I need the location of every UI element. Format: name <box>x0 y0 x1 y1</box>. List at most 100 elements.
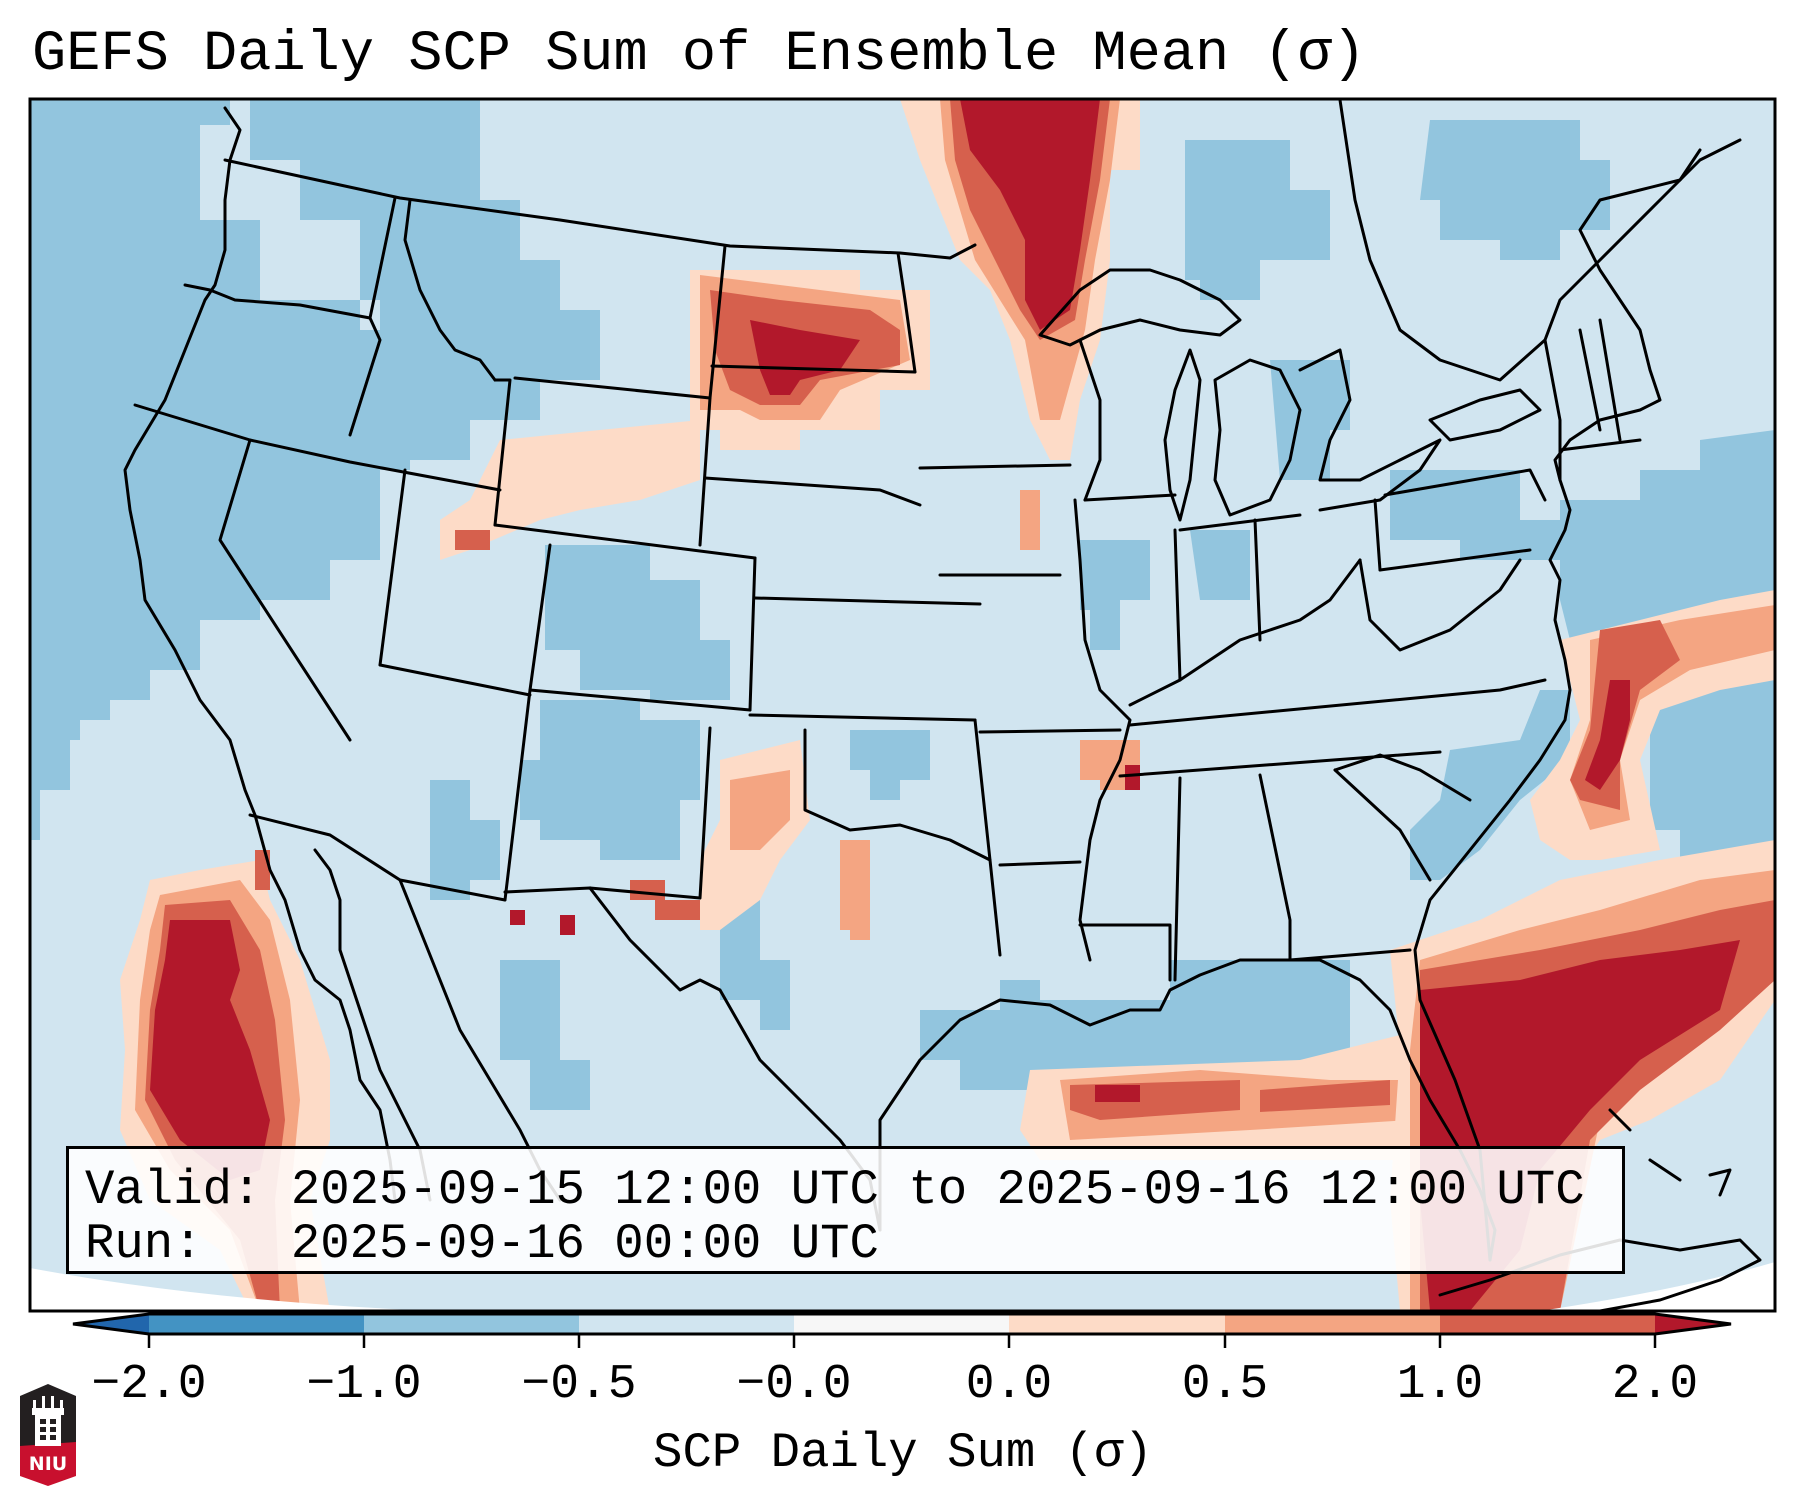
border-ca-nv <box>218 438 352 742</box>
border-vt-nh <box>1578 328 1602 432</box>
border-ms-al <box>1173 776 1182 982</box>
border-az-nm <box>503 688 532 902</box>
field-nm-positive-dark2 <box>655 900 700 920</box>
logo-text: NIU <box>29 1453 67 1475</box>
border-id-mt <box>403 198 497 382</box>
domain-edge-bottom-right <box>1540 1262 1775 1311</box>
border-pa-md <box>1378 548 1532 572</box>
field-pacific-negative <box>30 99 440 740</box>
border-ne-ks <box>753 596 982 606</box>
border-wa-id <box>368 196 397 320</box>
border-wi-mi <box>1078 338 1102 502</box>
border-ks-ok <box>748 713 977 722</box>
colorbar-bin <box>794 1314 1010 1334</box>
field-gulf-positive-strong-b <box>1260 1080 1390 1112</box>
logo-tower-icon <box>32 1396 64 1446</box>
colorbar-tick-label: −1.0 <box>306 1358 422 1412</box>
niu-logo: NIU <box>20 1384 76 1486</box>
border-mo-ar <box>978 728 1122 734</box>
field-nm-positive-max <box>510 910 525 925</box>
colorbar-extend-under <box>73 1314 149 1334</box>
field-ok-negative <box>850 730 930 800</box>
border-mt-nd <box>708 244 727 400</box>
border-wy-co <box>493 523 757 560</box>
logo-shield-bottom <box>20 1442 76 1486</box>
border-nv-ut <box>378 468 407 667</box>
coastline-lake-ontario <box>1428 388 1542 442</box>
field-ohio-negative <box>1190 530 1250 600</box>
field-iowa-positive <box>1020 490 1040 550</box>
coastline-gulf <box>878 958 1497 1262</box>
border-or-ca-nv <box>133 403 502 492</box>
border-al-ga <box>1258 773 1292 962</box>
field-texas-negative <box>720 890 790 1030</box>
border-oh-pa <box>1373 498 1382 572</box>
colorbar-extend-over <box>1655 1314 1731 1334</box>
coastline-michigan-mitten <box>1213 358 1302 517</box>
coastline-west <box>123 106 257 817</box>
field-nm-positive-max2 <box>560 915 575 935</box>
colorbar-tick-label: −2.0 <box>91 1358 207 1412</box>
colorbar-tick-label: 0.0 <box>965 1358 1053 1412</box>
border-ok-tx <box>803 728 992 862</box>
field-atlantic-negative-b <box>1650 680 1775 880</box>
border-mississippi-river <box>1073 498 1132 962</box>
colorbar <box>72 1312 1732 1348</box>
map-field <box>30 99 1775 1311</box>
border-il-in <box>1173 528 1182 682</box>
field-nm-negative <box>520 700 700 860</box>
field-tx-positive-col <box>840 840 870 940</box>
border-wv-va <box>1358 558 1522 652</box>
coastline-atlantic <box>1413 148 1702 1262</box>
field-utah-positive-mid <box>455 530 490 550</box>
colorbar-tick-label: −0.5 <box>521 1358 637 1412</box>
field-plains-positive-max <box>750 320 860 395</box>
colorbar-bin <box>149 1314 365 1334</box>
border-wa-or <box>183 283 372 320</box>
map-frame <box>28 97 1777 1313</box>
border-pa-ny <box>1383 468 1547 502</box>
valid-time-text: Valid: 2025-09-15 12:00 UTC to 2025-09-1… <box>85 1162 1585 1218</box>
border-la-ms <box>1078 923 1172 982</box>
colorbar-bin <box>1009 1314 1226 1334</box>
coastline-lake-huron-erie <box>1298 348 1442 512</box>
border-ohio-river <box>1128 558 1362 707</box>
border-mt-wy <box>513 376 712 400</box>
colorbar-tick-label: −0.0 <box>736 1358 852 1412</box>
border-sc-ga <box>1333 768 1432 882</box>
coastline-lake-michigan <box>1163 348 1202 522</box>
field-quebec-negative <box>1420 120 1610 260</box>
field-midwest-negative <box>1080 540 1150 650</box>
border-mn-ia <box>918 463 1072 470</box>
border-ut-co <box>528 543 552 692</box>
colorbar-bin <box>579 1314 795 1334</box>
colorbar-bin <box>1225 1314 1441 1334</box>
border-ky-tn <box>1128 678 1547 727</box>
field-az-negative <box>430 780 500 900</box>
border-co-nm <box>528 688 752 712</box>
border-ca-mexico <box>248 813 507 902</box>
coastline-bahamas-3 <box>1708 1168 1732 1197</box>
field-superior-positive-max <box>960 99 1100 330</box>
border-ga-fl <box>1288 948 1412 962</box>
colorbar-label: SCP Daily Sum (σ) <box>653 1425 1153 1481</box>
coastline-baja-gulf <box>313 848 432 1202</box>
chart-title: GEFS Daily SCP Sum of Ensemble Mean (σ) <box>32 23 1367 87</box>
field-carolina-negative <box>1410 690 1570 880</box>
valid-time-legend: Valid: 2025-09-15 12:00 UTC to 2025-09-1… <box>66 1146 1625 1274</box>
boundaries <box>123 99 1762 1311</box>
border-or-id <box>348 316 382 437</box>
field-wtx-positive-mid <box>730 770 790 850</box>
border-co-ks <box>748 556 757 712</box>
field-idaho-negative <box>380 240 500 460</box>
coastline-bahamas-1 <box>1608 1108 1632 1132</box>
field-coast-positive <box>255 850 270 890</box>
coastline-lake-superior <box>1038 268 1242 347</box>
field-mexico-negative <box>500 960 590 1110</box>
domain-edge-bottom-left <box>30 1268 430 1311</box>
field-atlantic-negative <box>1560 430 1775 640</box>
border-canada-east <box>1338 99 1742 382</box>
colorbar-bin <box>364 1314 580 1334</box>
border-us-canada <box>223 158 977 260</box>
